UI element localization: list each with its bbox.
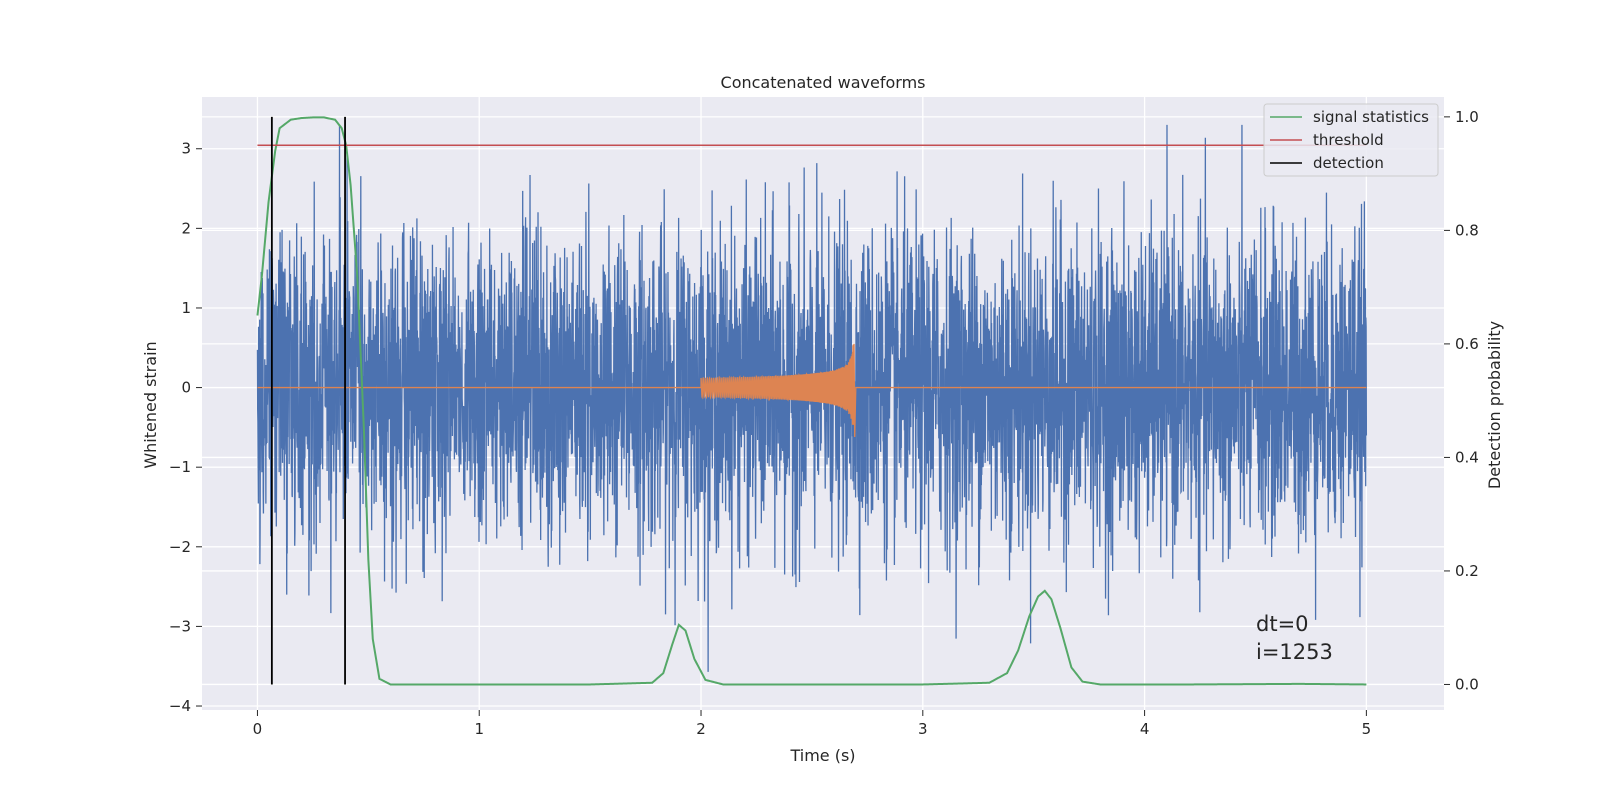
- x-tick-label: 5: [1362, 720, 1372, 738]
- signal-statistics-series: [256, 116, 1367, 686]
- y-tick-label: −4: [169, 697, 191, 715]
- y-tick-label: −3: [169, 617, 191, 635]
- y-tick-label: 0: [181, 379, 191, 397]
- axis-ticks: 0 1 2 3 4 5 −4 −3 −2 −1 0 1 2 3 0.0 0.2 0.4 0.6 0.8 1.0: [169, 108, 1479, 738]
- annotation-index: i=1253: [1256, 640, 1333, 664]
- noise-line: [256, 124, 1368, 672]
- y-tick-label: −2: [169, 538, 191, 556]
- x-tick-label: 2: [696, 720, 706, 738]
- y-tick-label: −1: [169, 458, 191, 476]
- legend-box: [1263, 103, 1439, 177]
- legend: signal statistics threshold detection: [1263, 103, 1439, 177]
- y2-tick-label: 0.6: [1455, 335, 1479, 353]
- x-axis-label: Time (s): [789, 746, 855, 765]
- y-axis-label: Whitened strain: [141, 341, 160, 468]
- y-tick-label: 3: [181, 140, 191, 158]
- y2-tick-label: 0.2: [1455, 562, 1479, 580]
- y2-tick-label: 0.8: [1455, 221, 1479, 239]
- legend-label-signal-statistics: signal statistics: [1313, 108, 1429, 126]
- x-tick-label: 4: [1140, 720, 1150, 738]
- legend-label-detection: detection: [1313, 154, 1384, 172]
- detection-series: [270, 116, 346, 685]
- x-tick-label: 1: [474, 720, 484, 738]
- y-tick-label: 2: [181, 219, 191, 237]
- annotation-dt: dt=0: [1256, 612, 1309, 636]
- injection-line: [257, 343, 1367, 437]
- noise-series: [256, 124, 1368, 672]
- y2-tick-label: 0.4: [1455, 448, 1479, 466]
- legend-label-threshold: threshold: [1313, 131, 1384, 149]
- injection-series: [257, 343, 1367, 437]
- y2-tick-label: 1.0: [1455, 108, 1479, 126]
- x-tick-label: 3: [918, 720, 928, 738]
- y2-tick-label: 0.0: [1455, 675, 1479, 693]
- x-tick-label: 0: [253, 720, 263, 738]
- y-tick-label: 1: [181, 299, 191, 317]
- y2-axis-label: Detection probability: [1485, 321, 1504, 489]
- signal-statistics-line: [256, 116, 1367, 686]
- chart-title: Concatenated waveforms: [721, 73, 926, 92]
